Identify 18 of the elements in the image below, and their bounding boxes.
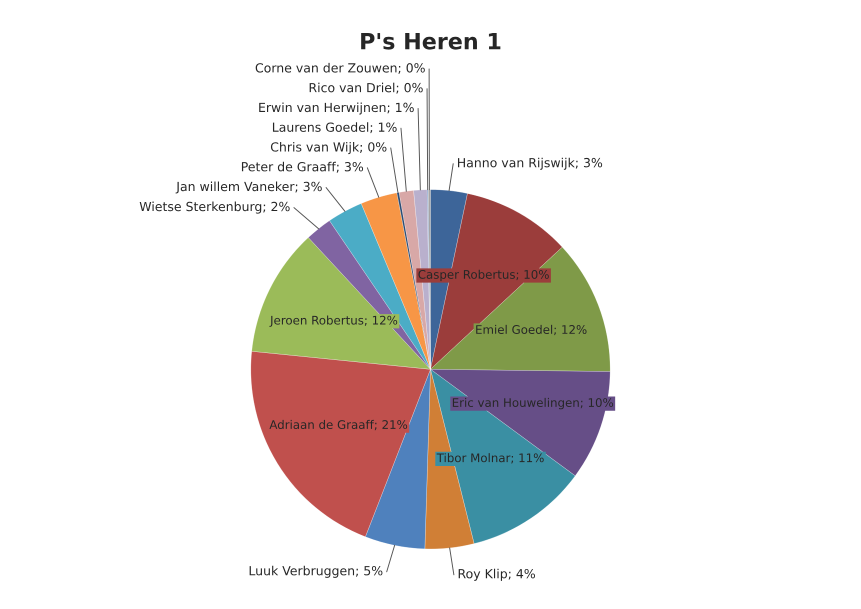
slice-label: Rico van Driel; 0% bbox=[310, 82, 423, 94]
chart-title: P's Heren 1 bbox=[361, 33, 500, 50]
slice-label: Jeroen Robertus; 12% bbox=[269, 316, 398, 327]
slice-label: Corne van der Zouwen; 0% bbox=[256, 62, 425, 74]
slice-label: Roy Klip; 4% bbox=[458, 568, 536, 581]
slice-label: Chris van Wijk; 0% bbox=[270, 142, 386, 154]
slice-label: Eric van Houwelingen; 10% bbox=[452, 398, 614, 410]
slice-label: Tibor Molnar; 11% bbox=[436, 453, 544, 464]
slice-label: Jan willem Vaneker; 3% bbox=[176, 182, 322, 194]
slice-label: Luuk Verbruggen; 5% bbox=[250, 566, 382, 578]
slice-label: Emiel Goedel; 12% bbox=[476, 324, 587, 336]
slice-label: Hanno van Rijswijk; 3% bbox=[458, 158, 602, 170]
slice-label: Erwin van Herwijnen; 1% bbox=[259, 102, 414, 115]
slice-label: Peter de Graaff; 3% bbox=[242, 162, 364, 173]
slice-label: Wietse Sterkenburg; 2% bbox=[140, 202, 290, 214]
slice-label: Casper Robertus; 10% bbox=[418, 270, 549, 282]
slice-label: Adriaan de Graaff; 21% bbox=[269, 420, 408, 430]
slice-label: Laurens Goedel; 1% bbox=[272, 122, 397, 134]
